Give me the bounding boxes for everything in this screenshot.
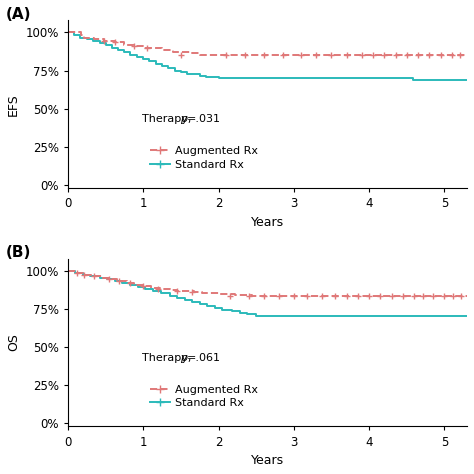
Y-axis label: EFS: EFS [7,93,20,116]
Text: Therapy,: Therapy, [142,114,195,124]
Text: p: p [180,353,187,363]
Text: Therapy,: Therapy, [142,353,195,363]
Text: (B): (B) [6,245,31,260]
Text: (A): (A) [6,7,32,22]
Legend: Augmented Rx, Standard Rx: Augmented Rx, Standard Rx [146,142,263,174]
Y-axis label: OS: OS [7,334,20,352]
X-axis label: Years: Years [251,454,284,467]
Text: p: p [180,114,187,124]
Text: =.031: =.031 [187,114,221,124]
Legend: Augmented Rx, Standard Rx: Augmented Rx, Standard Rx [146,380,263,412]
X-axis label: Years: Years [251,216,284,228]
Text: =.061: =.061 [187,353,221,363]
